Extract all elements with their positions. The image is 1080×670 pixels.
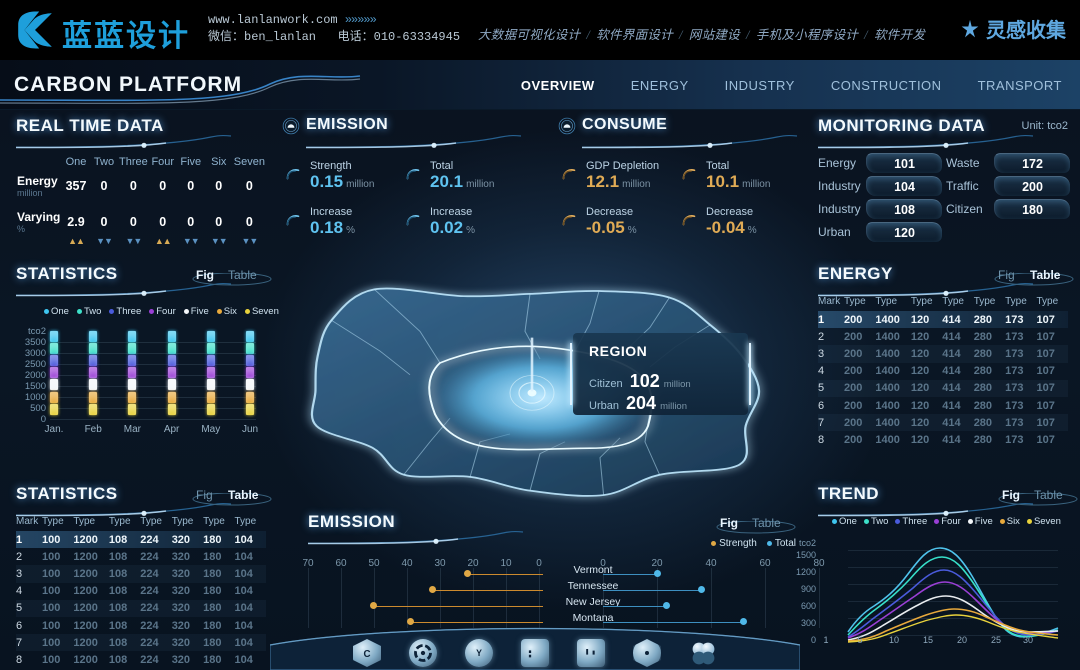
svg-text:Y: Y	[476, 648, 482, 658]
svg-text:C: C	[363, 649, 370, 660]
